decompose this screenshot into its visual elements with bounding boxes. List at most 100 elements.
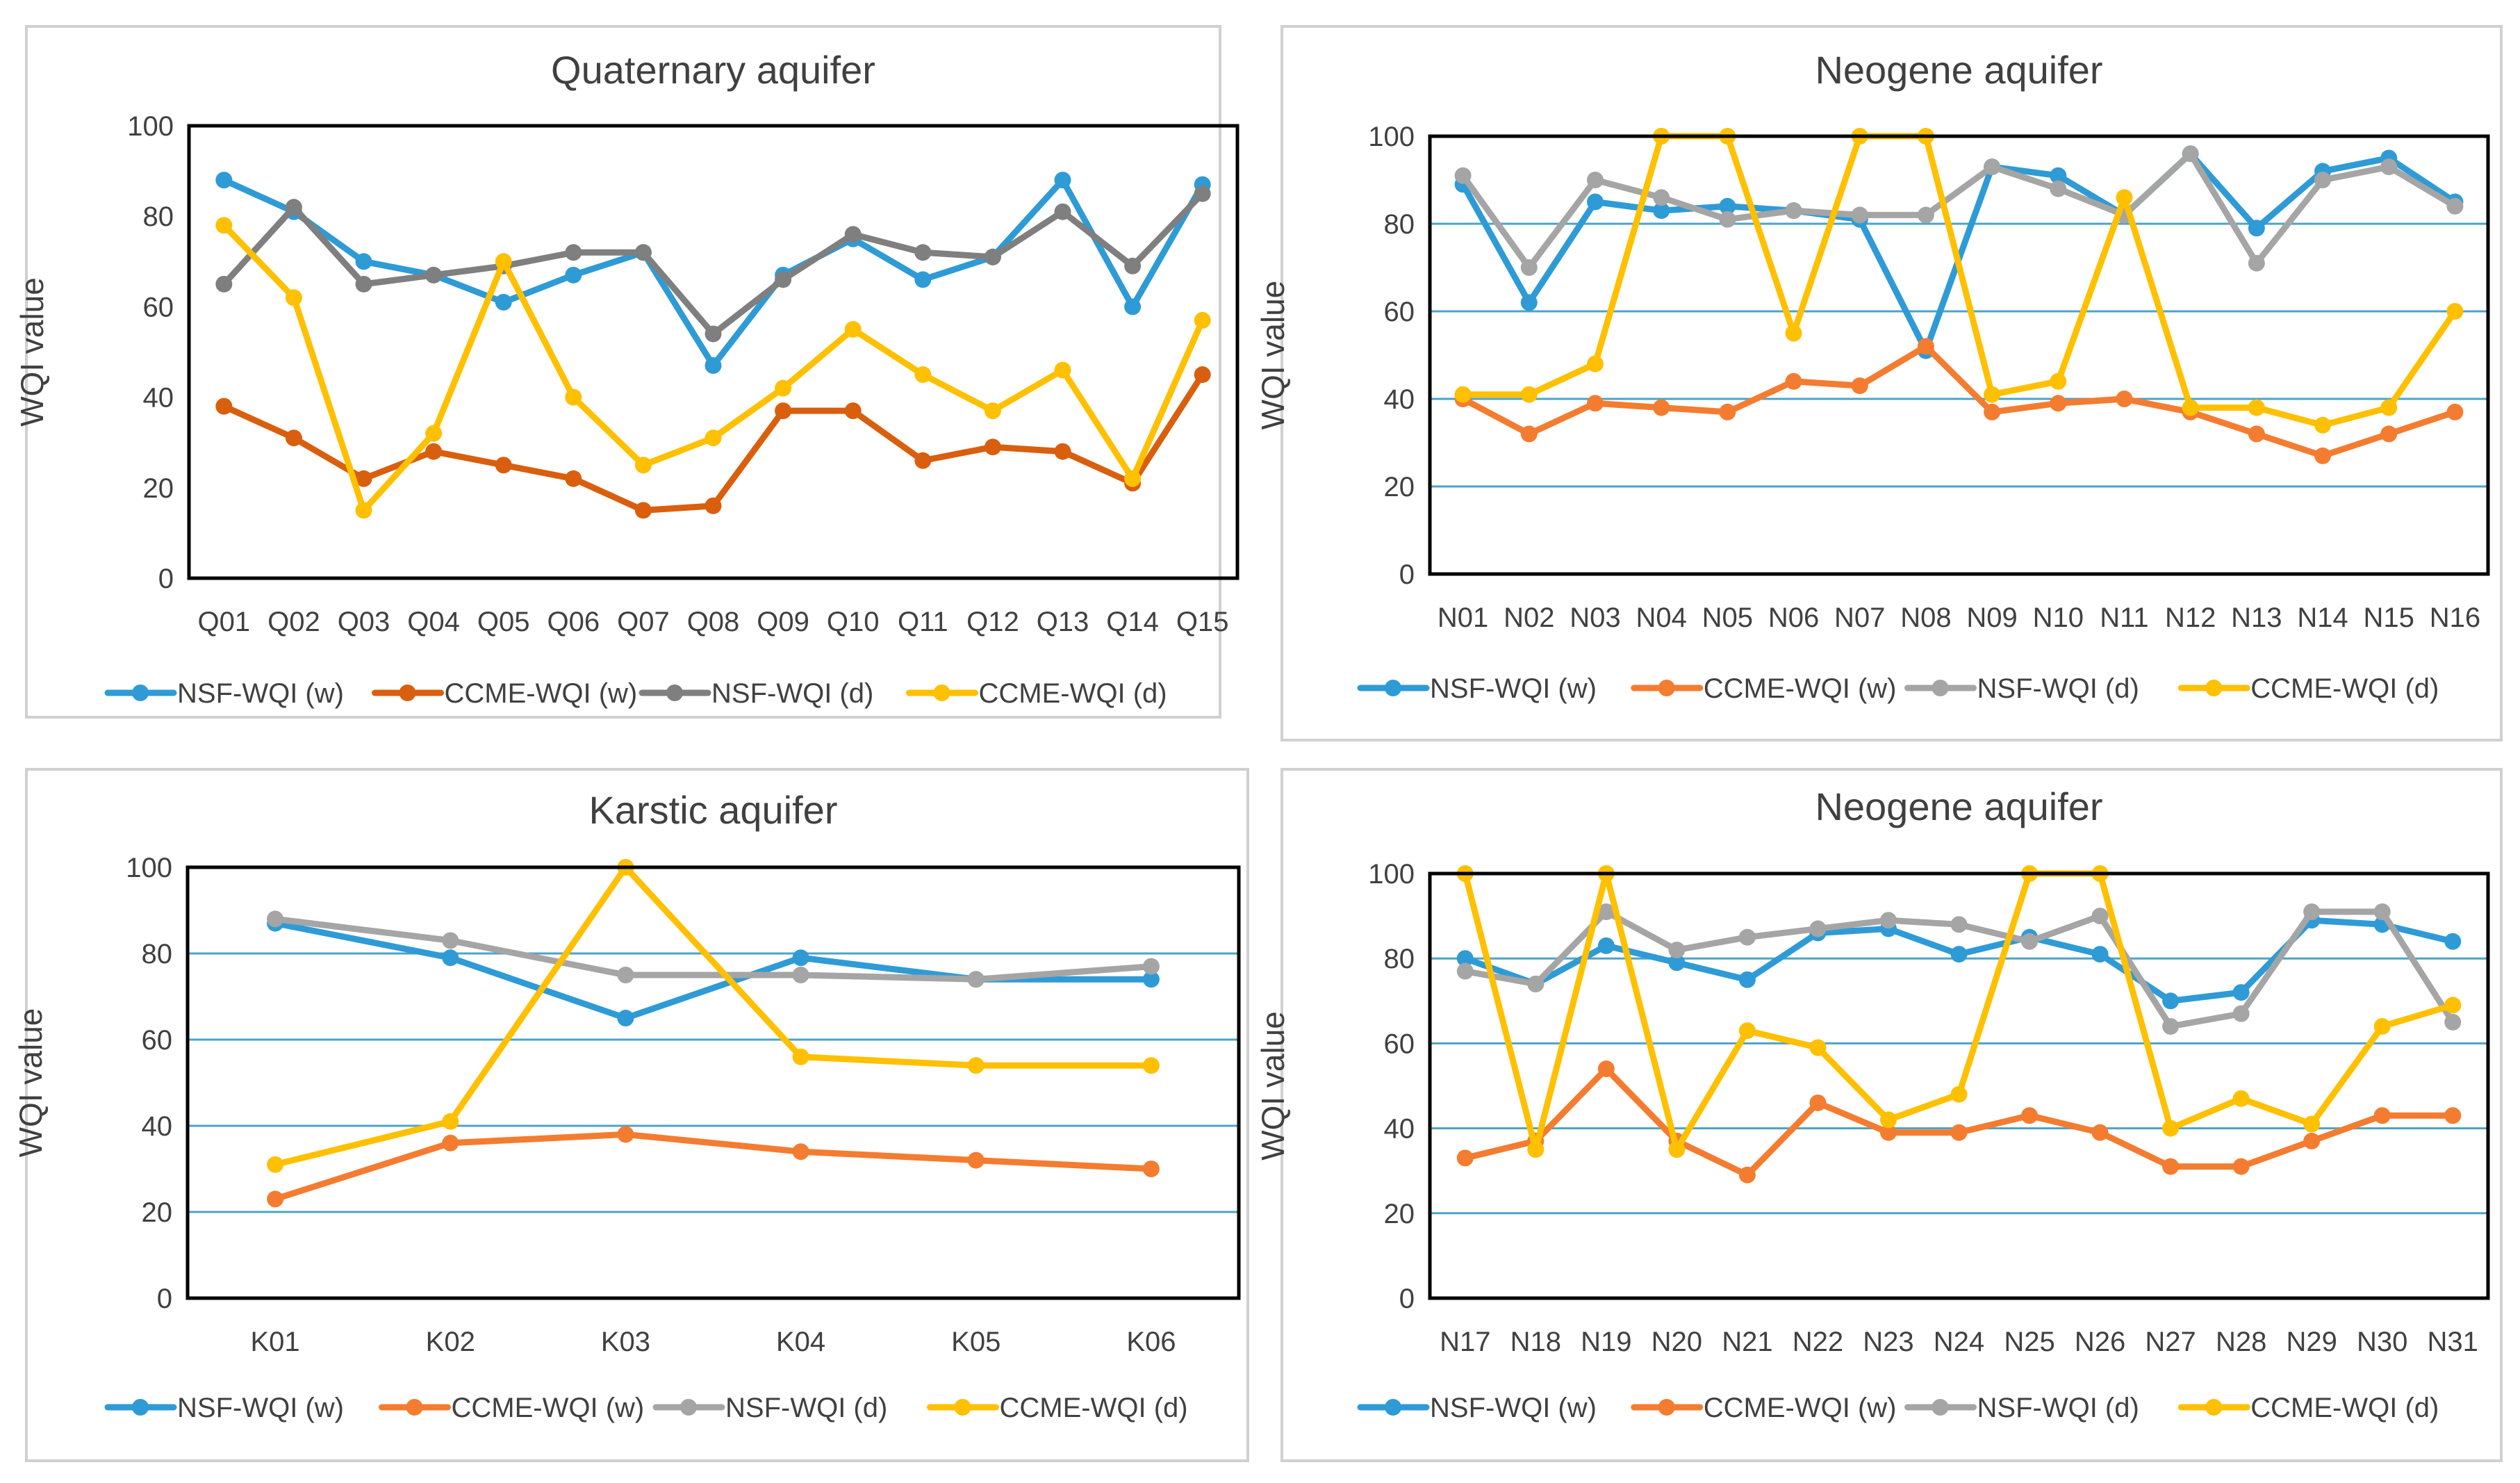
data-point: [2303, 903, 2321, 920]
data-point: [1950, 946, 1968, 963]
legend-label: CCME-WQI (w): [452, 1393, 645, 1423]
data-point: [2373, 1107, 2391, 1124]
data-point: [1142, 1057, 1160, 1074]
legend-marker: [1658, 1399, 1675, 1416]
data-point: [984, 402, 1001, 420]
data-point: [2116, 391, 2133, 407]
data-point: [355, 502, 372, 519]
data-point: [1917, 338, 1934, 355]
data-point: [1738, 1166, 1756, 1183]
x-tick-label: N18: [1510, 1327, 1561, 1357]
data-point: [2373, 903, 2391, 920]
data-point: [2050, 167, 2067, 184]
data-point: [705, 357, 722, 375]
data-point: [2232, 1158, 2250, 1175]
data-point: [2314, 416, 2332, 434]
data-point: [2314, 447, 2332, 464]
x-tick-label: K01: [250, 1327, 299, 1357]
data-point: [1520, 259, 1538, 276]
data-point: [1124, 298, 1142, 316]
y-tick-label: 0: [158, 564, 174, 594]
legend-marker: [399, 685, 416, 701]
data-point: [215, 172, 233, 189]
plot-area: [187, 124, 1240, 580]
data-point: [355, 275, 372, 293]
legend-label: NSF-WQI (w): [1430, 1393, 1597, 1423]
data-point: [967, 971, 985, 988]
legend-label: CCME-WQI (d): [2250, 673, 2439, 704]
x-tick-label: N26: [2075, 1327, 2125, 1357]
legend-marker: [2205, 1399, 2223, 1416]
data-point: [355, 253, 372, 270]
y-tick-label: 0: [157, 1284, 172, 1314]
legend: NSF-WQI (w) CCME-WQI (w) NSF-WQI (d) CCME-W…: [104, 678, 1167, 709]
x-tick-label: Q01: [197, 607, 250, 637]
legend-marker: [132, 685, 149, 701]
data-point: [914, 366, 932, 384]
x-tick-label: N31: [2428, 1327, 2478, 1357]
x-tick-label: N10: [2033, 603, 2084, 633]
data-point: [1194, 366, 1211, 384]
legend-label: NSF-WQI (w): [1430, 673, 1597, 704]
data-point: [2232, 1005, 2250, 1022]
data-point: [2373, 1017, 2391, 1035]
data-point: [2446, 303, 2464, 320]
data-point: [1984, 158, 2001, 176]
data-point: [1454, 386, 1472, 403]
data-point: [1950, 1124, 1968, 1141]
y-axis-label: WQI value: [14, 277, 50, 427]
data-point: [1950, 1085, 1968, 1103]
data-point: [425, 425, 443, 442]
y-tick-label: 20: [142, 1197, 173, 1228]
data-point: [2444, 933, 2462, 950]
data-point: [844, 320, 862, 338]
data-point: [267, 1156, 284, 1173]
data-point: [2050, 180, 2067, 197]
chart-panel: Neogene aquifer 0 20 40 60 80 100 WQI value N17 N…: [1255, 768, 2503, 1462]
data-point: [495, 457, 512, 474]
legend: NSF-WQI (w) CCME-WQI (w) NSF-WQI (d) CCME-W…: [1357, 673, 2439, 704]
data-point: [1586, 355, 1604, 372]
data-point: [914, 271, 932, 288]
data-point: [984, 439, 1001, 456]
x-tick-label: Q09: [757, 607, 809, 637]
data-point: [1653, 399, 1670, 416]
data-point: [442, 949, 459, 967]
data-point: [1809, 1094, 1827, 1111]
y-tick-label: 100: [126, 853, 172, 883]
x-tick-label: N27: [2145, 1327, 2196, 1357]
x-tick-label: Q08: [687, 607, 740, 637]
legend-label: NSF-WQI (d): [1977, 1393, 2139, 1423]
legend-label: NSF-WQI (d): [711, 678, 873, 709]
data-point: [1520, 386, 1538, 403]
legend-marker: [933, 685, 950, 701]
data-point: [984, 248, 1001, 265]
x-tick-label: N28: [2216, 1327, 2266, 1357]
x-tick-label: N19: [1581, 1327, 1631, 1357]
x-tick-label: K02: [426, 1327, 475, 1357]
series-line: [1460, 343, 2458, 459]
data-point: [1527, 1141, 1545, 1158]
data-point: [2444, 1107, 2462, 1124]
x-tick-label: N22: [1793, 1327, 1843, 1357]
data-point: [705, 497, 722, 514]
plot-area: [186, 865, 1241, 1300]
data-point: [792, 1143, 809, 1161]
data-point: [1586, 193, 1604, 211]
data-point: [705, 325, 722, 343]
data-point: [1738, 928, 1756, 946]
data-point: [775, 271, 792, 288]
data-point: [2380, 425, 2398, 443]
data-point: [2380, 158, 2398, 176]
series-line: [272, 1131, 1155, 1202]
data-point: [2091, 1124, 2109, 1141]
data-point: [1124, 470, 1142, 487]
data-point: [1456, 950, 1474, 967]
data-point: [2446, 197, 2464, 215]
legend-label: NSF-WQI (d): [1977, 673, 2139, 704]
data-point: [1719, 197, 1736, 215]
data-point: [442, 932, 459, 949]
data-point: [1984, 386, 2001, 403]
data-point: [1950, 916, 1968, 933]
data-point: [1879, 1111, 1897, 1129]
